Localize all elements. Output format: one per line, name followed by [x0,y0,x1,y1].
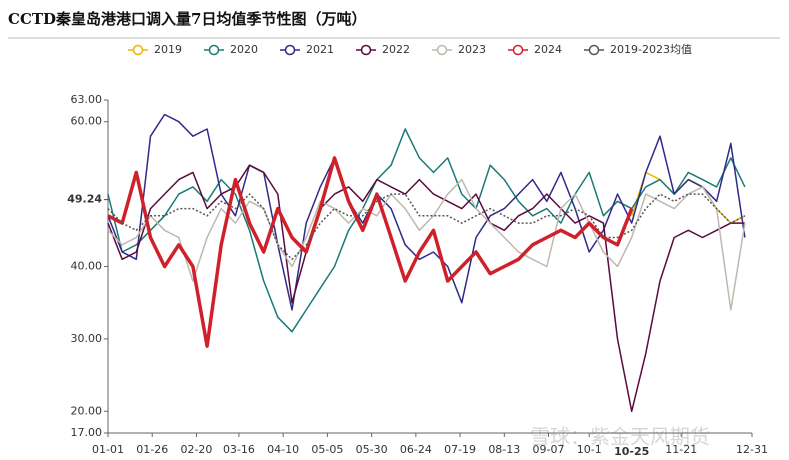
x-tick-label: 07-19 [444,443,476,456]
y-tick-label: 17.00 [71,426,103,439]
series-line [107,193,746,261]
legend-marker [360,44,372,56]
legend-label: 2020 [230,43,258,56]
legend-label: 2023 [458,43,486,56]
x-tick-label: 08-13 [488,443,520,456]
x-tick-label: 06-24 [400,443,432,456]
legend-label: 2019-2023均值 [610,43,692,56]
x-tick-label: 02-20 [180,443,212,456]
x-tick-label: 01-26 [136,443,168,456]
legend-marker [284,44,296,56]
x-tick-label: 09-07 [533,443,565,456]
x-tick-label: 01-01 [92,443,124,456]
series-line [107,164,745,413]
legend-label: 2021 [306,43,334,56]
x-tick-label: 05-30 [356,443,388,456]
y-tick-label: 63.00 [71,93,103,106]
y-highlight-label: 49.24 [67,193,102,206]
legend-marker [132,44,144,56]
series-line [107,128,746,333]
x-tick-label: 11-21 [665,443,697,456]
series-line [107,113,746,311]
legend-label: 2024 [534,43,562,56]
x-tick-label: 10-1 [577,443,602,456]
legend-marker [588,44,600,56]
x-tick-label: 03-16 [223,443,255,456]
series-line [107,156,634,348]
y-tick-label: 60.00 [71,115,103,128]
chart-title: CCTD秦皇岛港港口调入量7日均值季节性图（万吨） [8,10,367,28]
legend-marker [208,44,220,56]
x-highlight-label: 10-25 [614,445,649,458]
watermark: 雪球：紫金天风期货 [530,425,710,449]
legend-marker [436,44,448,56]
x-tick-label: 05-05 [311,443,343,456]
legend-label: 2022 [382,43,410,56]
y-tick-label: 30.00 [71,332,103,345]
x-tick-label: 04-10 [267,443,299,456]
legend-marker [512,44,524,56]
y-tick-label: 40.00 [71,260,103,273]
y-tick-label: 20.00 [71,404,103,417]
series-line [107,178,746,311]
x-tick-label: 12-31 [736,443,768,456]
legend-label: 2019 [154,43,182,56]
